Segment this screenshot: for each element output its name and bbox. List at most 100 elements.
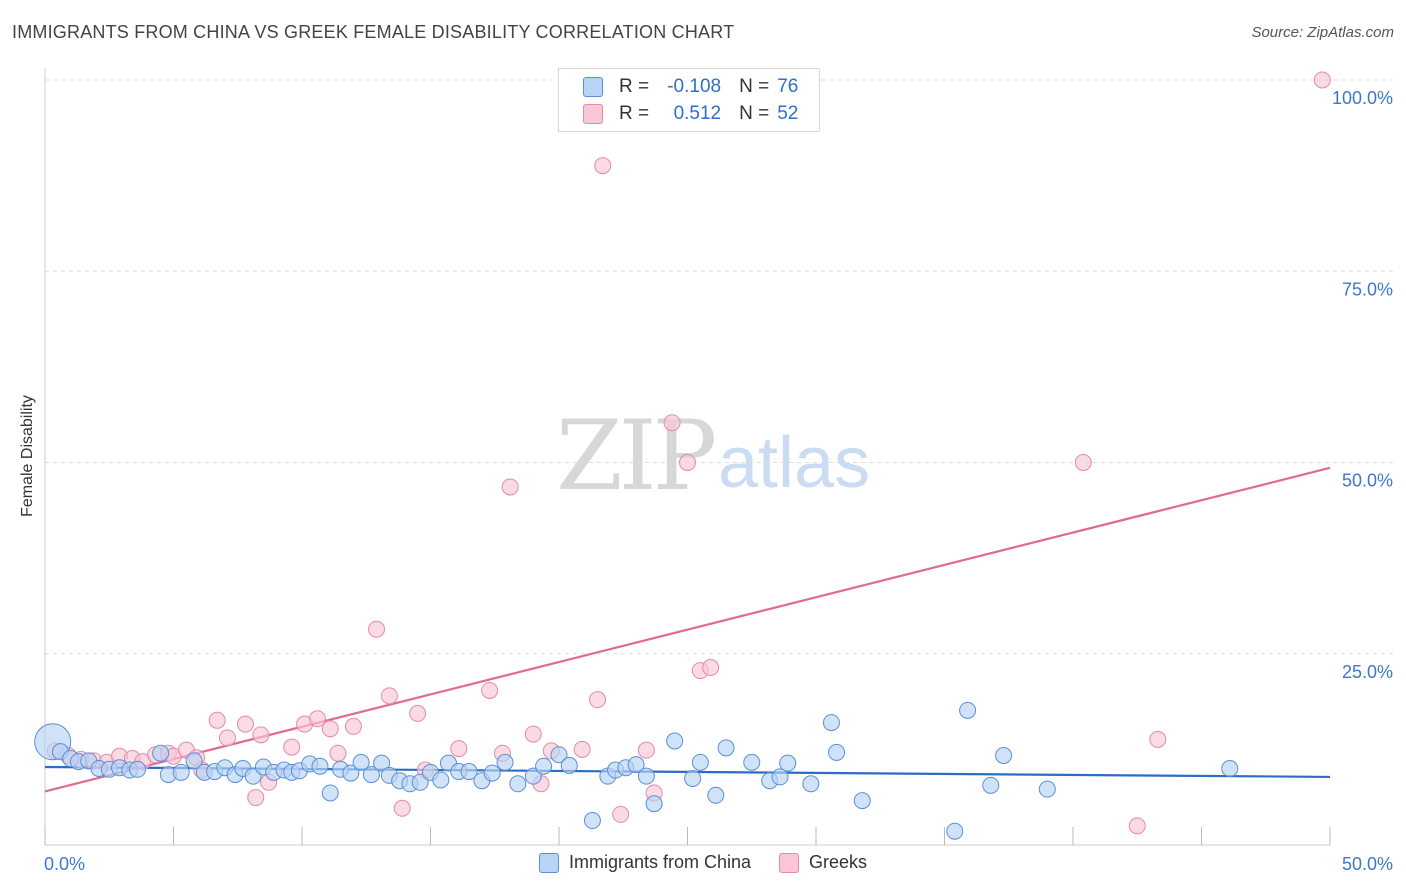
data-point-china	[666, 732, 684, 750]
axes	[44, 68, 1331, 846]
data-point-greeks	[218, 729, 236, 747]
data-point-china	[959, 701, 977, 719]
trend-lines	[44, 466, 1331, 793]
data-point-greeks	[663, 414, 681, 432]
legend-n-value: 76	[777, 76, 799, 97]
data-point-greeks	[283, 738, 301, 756]
data-point-greeks	[573, 740, 591, 758]
data-point-greeks	[236, 715, 254, 733]
data-point-china	[771, 768, 789, 786]
data-point-china	[691, 753, 709, 771]
data-point-china	[321, 784, 339, 802]
y-tick-label: 100.0%	[1332, 88, 1393, 108]
data-point-greeks	[393, 799, 411, 817]
data-point-china	[802, 775, 820, 793]
series-label-greeks: Greeks	[809, 852, 868, 872]
data-point-china	[995, 746, 1013, 764]
legend-n-value: 52	[777, 103, 799, 124]
data-point-greeks	[524, 725, 542, 743]
data-point-china	[822, 714, 840, 732]
series-legend-china: Immigrants from China	[538, 852, 752, 873]
data-point-china	[411, 773, 429, 791]
legend-r-label: R =	[619, 76, 650, 97]
data-point-greeks	[1128, 817, 1146, 835]
series-label-china: Immigrants from China	[568, 852, 752, 872]
data-point-greeks	[679, 454, 696, 471]
x-tick-label: 50.0%	[1342, 854, 1393, 874]
data-point-china	[483, 764, 501, 782]
legend-r-value: -0.108	[667, 76, 722, 97]
tick-labels: 25.0% 50.0% 75.0% 100.0% 0.0% 50.0%	[44, 88, 1393, 874]
data-point-greeks	[481, 681, 499, 699]
data-point-china	[645, 795, 663, 813]
data-point-china	[185, 752, 203, 770]
data-point-greeks	[380, 687, 398, 705]
data-point-greeks	[702, 659, 720, 677]
series-legend: Immigrants from China Greeks	[0, 852, 1406, 873]
data-point-greeks	[450, 740, 468, 758]
legend-swatch-china	[583, 77, 603, 97]
data-point-china	[828, 743, 846, 761]
data-point-greeks	[589, 691, 607, 709]
y-tick-label: 75.0%	[1342, 279, 1393, 299]
legend-swatch-greeks	[583, 104, 603, 124]
data-point-china	[342, 764, 360, 782]
data-point-china	[535, 757, 553, 775]
data-point-china	[853, 792, 871, 810]
data-point-china	[946, 822, 964, 840]
data-point-china	[496, 753, 514, 771]
data-point-china	[779, 754, 797, 772]
series-swatch-china	[538, 852, 559, 873]
source-label: Source: ZipAtlas.com	[1251, 24, 1394, 41]
x-tick-label: 0.0%	[44, 854, 85, 874]
legend-n-label: N =	[739, 103, 770, 124]
data-point-greeks	[344, 717, 362, 735]
data-point-china	[1221, 760, 1239, 777]
data-point-china	[311, 757, 329, 775]
data-point-greeks	[252, 726, 270, 744]
y-tick-label: 50.0%	[1342, 471, 1393, 491]
data-point-greeks	[321, 720, 339, 738]
data-point-china	[743, 753, 761, 771]
data-point-china	[432, 771, 450, 789]
correlation-legend: R = -0.108 N = 76 R = 0.512 N = 52	[558, 68, 820, 132]
data-point-china	[583, 812, 601, 830]
data-point-greeks	[409, 704, 427, 722]
legend-r-value: 0.512	[673, 103, 722, 124]
series-swatch-greeks	[779, 852, 800, 873]
data-point-china	[509, 775, 527, 793]
data-point-china	[707, 786, 725, 804]
data-point-greeks	[612, 805, 630, 823]
data-point-china	[627, 756, 645, 774]
data-point-greeks	[1074, 454, 1092, 471]
legend-row-greeks: R = 0.512 N = 52	[583, 100, 798, 128]
legend-n-label: N =	[739, 76, 770, 97]
data-point-china	[684, 769, 702, 787]
data-point-china	[152, 744, 170, 762]
data-point-china	[524, 767, 542, 785]
data-point-greeks	[1149, 730, 1167, 748]
data-point-greeks	[329, 744, 347, 762]
data-point-greeks	[308, 710, 326, 728]
data-point-greeks	[501, 478, 519, 496]
data-point-china	[982, 776, 1000, 794]
data-point-china	[550, 746, 568, 764]
data-point-china	[717, 739, 735, 757]
data-point-china	[637, 767, 655, 785]
data-point-greeks	[594, 157, 612, 175]
trend-line-greeks	[44, 466, 1331, 793]
data-points	[34, 71, 1331, 840]
data-point-greeks	[368, 620, 386, 638]
data-point-china	[560, 756, 578, 774]
data-point-china	[373, 754, 391, 772]
legend-row-china: R = -0.108 N = 76	[583, 73, 798, 101]
chart-title: IMMIGRANTS FROM CHINA VS GREEK FEMALE DI…	[12, 22, 735, 42]
grid-lines	[45, 79, 1395, 655]
data-point-greeks	[208, 711, 226, 729]
data-point-china	[172, 763, 190, 781]
data-point-greeks	[1313, 71, 1331, 89]
data-point-china	[129, 760, 147, 778]
data-point-china	[352, 753, 370, 771]
data-point-china	[1038, 780, 1056, 798]
